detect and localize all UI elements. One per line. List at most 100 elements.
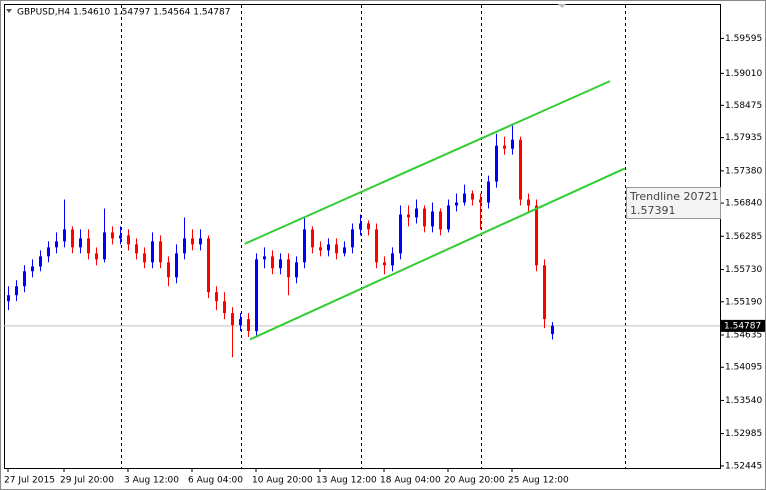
x-tick-label: 13 Aug 12:00	[316, 476, 377, 486]
candle-body	[239, 319, 242, 326]
candle-body	[399, 214, 402, 254]
candle-body	[223, 301, 226, 314]
candle-body	[7, 295, 10, 302]
y-tick-label: 1.55730	[725, 265, 762, 275]
candle-body	[519, 139, 522, 200]
candle-body	[367, 223, 370, 230]
candle-body	[63, 229, 66, 242]
x-tick-label: 3 Aug 12:00	[124, 476, 179, 486]
last-price-box	[721, 319, 765, 332]
candle-body	[455, 202, 458, 206]
x-tick-label: 20 Aug 20:00	[444, 476, 505, 486]
y-tick-label: 1.53540	[725, 396, 762, 406]
candle-body	[415, 208, 418, 218]
candle-body	[535, 205, 538, 266]
y-tick-label: 1.54095	[725, 363, 762, 373]
candle-body	[383, 262, 386, 266]
candle-body	[159, 241, 162, 263]
candle-body	[439, 211, 442, 230]
candle-body	[87, 238, 90, 254]
candle-body	[183, 238, 186, 254]
candle-body	[111, 232, 114, 239]
tooltip: Trendline 20721 1.57391	[626, 187, 721, 219]
tooltip-title: Trendline 20721	[629, 190, 718, 203]
candle-body	[95, 253, 98, 260]
candle-body	[207, 238, 210, 293]
shift-marker	[558, 4, 566, 8]
candle-body	[263, 256, 266, 260]
last-price-label: 1.54787	[724, 321, 761, 331]
candle-body	[143, 253, 146, 263]
candle-body	[319, 247, 322, 251]
x-tick-label: 29 Jul 20:00	[60, 476, 114, 486]
candle-body	[527, 199, 530, 206]
candle-body	[255, 259, 258, 332]
candle-body	[39, 256, 42, 267]
x-tick-label: 27 Jul 2015	[4, 476, 55, 486]
candle-body	[271, 256, 274, 269]
candle-body	[231, 313, 234, 326]
candle-body	[127, 235, 130, 245]
trendline	[244, 80, 611, 245]
candle-body	[543, 265, 546, 320]
y-tick-label: 1.56285	[725, 232, 762, 242]
week-separators	[121, 5, 626, 468]
candle-body	[191, 238, 194, 245]
x-tick-label: 10 Aug 20:00	[252, 476, 313, 486]
candle-body	[151, 241, 154, 263]
candle-body	[447, 205, 450, 230]
candle-body	[463, 193, 466, 203]
candle-body	[551, 325, 554, 335]
candle-body	[487, 181, 490, 203]
candle-body	[311, 229, 314, 248]
y-tick-label: 1.57935	[725, 133, 762, 143]
candle-body	[375, 229, 378, 263]
candle-body	[479, 199, 482, 203]
candle-body	[31, 266, 34, 272]
y-tick-label: 1.55190	[725, 297, 762, 307]
candle-body	[23, 271, 26, 287]
y-tick-label: 1.59595	[725, 34, 762, 44]
candle-body	[279, 259, 282, 269]
candle-body	[391, 253, 394, 266]
candle-body	[287, 259, 290, 278]
x-tick-label: 18 Aug 04:00	[380, 476, 441, 486]
candle-body	[55, 241, 58, 248]
candle-body	[247, 319, 250, 332]
candle-body	[503, 145, 506, 149]
candle-body	[343, 247, 346, 254]
menu-arrow[interactable]	[6, 9, 12, 13]
candle-body	[71, 229, 74, 248]
candle-body	[423, 208, 426, 227]
candle-body	[359, 223, 362, 230]
y-tick-label: 1.59010	[725, 69, 762, 79]
candle-body	[103, 232, 106, 260]
candle-body	[511, 139, 514, 149]
tooltip-value: 1.57391	[630, 204, 676, 217]
candle-body	[351, 229, 354, 248]
tooltip-box	[626, 187, 721, 219]
candle-body	[167, 262, 170, 278]
y-tick-label: 1.56840	[725, 199, 762, 209]
candle-body	[79, 238, 82, 248]
candle-body	[407, 214, 410, 218]
candle-body	[15, 286, 18, 296]
candle-body	[431, 211, 434, 227]
y-tick-label: 1.54635	[725, 330, 762, 340]
candle-body	[215, 292, 218, 302]
candle-body	[303, 229, 306, 263]
candle-body	[119, 235, 122, 239]
y-tick-label: 1.52985	[725, 429, 762, 439]
candle-body	[175, 253, 178, 278]
candle-body	[199, 238, 202, 245]
candle-body	[495, 145, 498, 182]
y-tick-label: 1.57380	[725, 166, 762, 176]
trendline	[249, 167, 626, 341]
y-tick-label: 1.52445	[725, 461, 762, 471]
candle-body	[135, 244, 138, 254]
plot: 1.59595 1.59010 1.58475 1.57935 1.57380 1.568…	[4, 34, 765, 486]
candle-body	[327, 244, 330, 251]
x-tick-label: 25 Aug 12:00	[508, 476, 569, 486]
